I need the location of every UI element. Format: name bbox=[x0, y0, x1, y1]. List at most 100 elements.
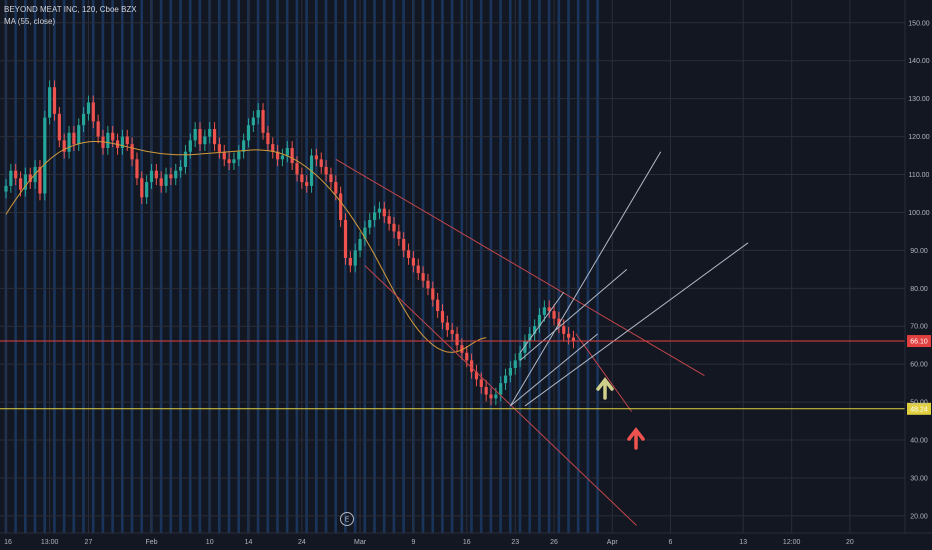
channel-lower-line bbox=[364, 265, 637, 526]
chart-legend: BEYOND MEAT INC, 120, Cboe BZX MA (55, c… bbox=[4, 4, 137, 28]
session-band bbox=[295, 0, 299, 533]
candle-body bbox=[562, 326, 566, 334]
session-band bbox=[586, 0, 590, 533]
projection-arrow-down bbox=[575, 333, 633, 412]
candle-body bbox=[416, 265, 420, 274]
session-band bbox=[266, 0, 270, 533]
candle-body bbox=[18, 178, 23, 190]
wedge-line-lower bbox=[510, 333, 599, 407]
session-band bbox=[538, 0, 541, 533]
candle-body bbox=[145, 182, 149, 198]
candle-body bbox=[159, 178, 163, 186]
session-band bbox=[334, 0, 337, 533]
candle-body bbox=[266, 132, 270, 145]
price-axis[interactable]: 150.00 140.00 130.00 120.00 110.00 100.00 90.0… bbox=[904, 0, 930, 533]
session-band bbox=[53, 0, 56, 533]
session-band bbox=[305, 0, 308, 533]
arrow-up-red bbox=[627, 427, 645, 450]
session-band bbox=[237, 0, 240, 533]
session-band bbox=[227, 0, 231, 533]
moving-average-layer bbox=[5, 141, 487, 353]
session-band bbox=[392, 0, 396, 533]
candle-body bbox=[290, 147, 294, 164]
candle-body bbox=[547, 307, 551, 312]
time-tick-label: Mar bbox=[354, 539, 367, 546]
session-band bbox=[324, 0, 328, 533]
session-band bbox=[509, 0, 512, 533]
candle-body bbox=[208, 128, 212, 137]
session-band bbox=[276, 0, 279, 533]
candle-body bbox=[552, 311, 556, 319]
candle-body bbox=[164, 174, 168, 186]
candle-body bbox=[377, 208, 382, 213]
time-axis[interactable]: 16 13:00 27 Feb 10 14 24 Mar 9 16 23 26 Apr 6 13 12:00 2… bbox=[0, 532, 932, 546]
candles bbox=[4, 80, 576, 406]
price-tick-label: 20.00 bbox=[910, 513, 928, 520]
session-band bbox=[567, 0, 570, 533]
candle-body bbox=[421, 273, 425, 281]
candle-body bbox=[305, 182, 309, 186]
price-tick-label: 110.00 bbox=[909, 172, 930, 179]
session-band bbox=[101, 0, 105, 533]
candle-body bbox=[246, 125, 251, 141]
session-band bbox=[159, 0, 163, 533]
price-tick-label: 150.00 bbox=[908, 20, 930, 27]
session-band bbox=[198, 0, 202, 533]
session-band bbox=[344, 0, 347, 533]
time-tick-label: 24 bbox=[298, 539, 306, 546]
time-tick-label: 20 bbox=[846, 539, 854, 546]
price-tick-label: 30.00 bbox=[910, 475, 928, 482]
candle-body bbox=[193, 128, 197, 141]
candle-body bbox=[353, 250, 357, 266]
drawing-tools[interactable] bbox=[335, 151, 749, 526]
candle-body bbox=[474, 371, 479, 380]
time-tick-label: 10 bbox=[206, 539, 214, 546]
candle-body bbox=[489, 394, 493, 399]
candle-body bbox=[130, 144, 134, 160]
candle-body bbox=[518, 352, 522, 361]
time-tick-label: 6 bbox=[668, 539, 672, 546]
candle-body bbox=[91, 102, 95, 122]
candle-body bbox=[460, 345, 464, 353]
earnings-marker[interactable]: E bbox=[340, 512, 354, 526]
price-tick-label: 60.00 bbox=[910, 362, 928, 369]
session-band bbox=[218, 0, 221, 533]
time-tick-label: 14 bbox=[245, 539, 253, 546]
candle-body bbox=[52, 87, 57, 114]
candle-body bbox=[300, 174, 304, 183]
candle-body bbox=[406, 250, 411, 258]
session-band bbox=[489, 0, 493, 533]
fan-line-steep bbox=[509, 151, 662, 407]
candle-body bbox=[203, 136, 207, 145]
candle-body bbox=[499, 383, 503, 395]
candle-body bbox=[455, 333, 459, 346]
candle-body bbox=[411, 257, 415, 266]
wedge-line-upper bbox=[519, 291, 565, 354]
arrow-up-yellow bbox=[596, 377, 614, 400]
candle-body bbox=[373, 212, 377, 221]
candle-body bbox=[232, 159, 236, 164]
candle-body bbox=[348, 257, 352, 266]
time-tick-label: Feb bbox=[145, 539, 157, 546]
indicator-label[interactable]: MA (55, close) bbox=[4, 17, 56, 26]
price-tag-label: 66.10 bbox=[910, 339, 928, 346]
candle-body bbox=[285, 147, 289, 156]
candle-body bbox=[149, 170, 154, 183]
session-band bbox=[402, 0, 405, 533]
symbol-title[interactable]: BEYOND MEAT INC, 120, Cboe BZX bbox=[4, 5, 137, 14]
price-tag bbox=[907, 402, 931, 415]
candle-body bbox=[261, 110, 265, 133]
time-tick-label: 27 bbox=[85, 539, 93, 546]
candle-body bbox=[402, 238, 406, 251]
candle-body bbox=[557, 318, 561, 327]
horizontal-levels[interactable]: 66.10 48.24 bbox=[0, 335, 931, 415]
session-band bbox=[315, 0, 318, 533]
session-band bbox=[547, 0, 551, 533]
candle-body bbox=[528, 333, 532, 342]
candle-body bbox=[23, 174, 27, 190]
fan-line-short bbox=[519, 268, 628, 361]
time-tick-label: Apr bbox=[607, 539, 619, 546]
price-tick-label: 130.00 bbox=[908, 96, 930, 103]
price-tick-label: 50.00 bbox=[910, 400, 928, 407]
